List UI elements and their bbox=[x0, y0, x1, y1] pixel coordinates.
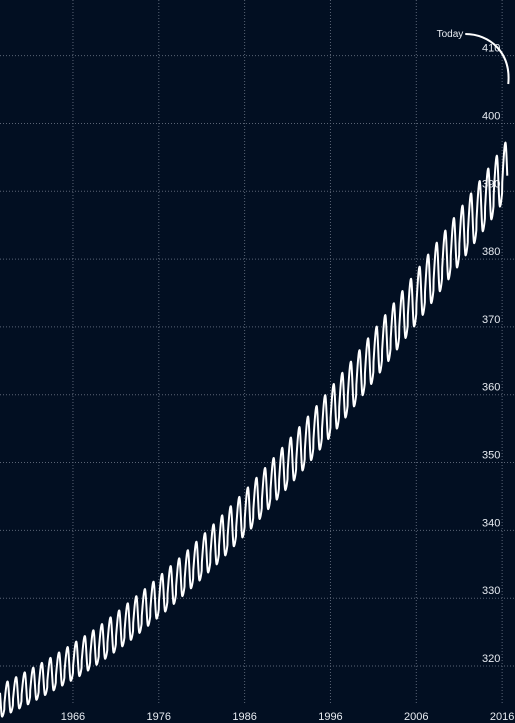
y-tick-label: 340 bbox=[482, 517, 500, 529]
y-tick-label: 330 bbox=[482, 585, 500, 597]
today-label: Today bbox=[437, 29, 464, 40]
y-tick-label: 320 bbox=[482, 653, 500, 665]
x-tick-label: 1986 bbox=[232, 711, 256, 723]
x-tick-label: 2016 bbox=[490, 711, 514, 723]
grid-lines bbox=[0, 0, 515, 703]
y-tick-label: 350 bbox=[482, 450, 500, 462]
y-tick-label: 400 bbox=[482, 110, 500, 122]
series-line bbox=[0, 141, 509, 718]
today-annotation: Today bbox=[437, 29, 510, 85]
today-arrow bbox=[465, 33, 510, 85]
x-tick-label: 1976 bbox=[147, 711, 171, 723]
y-tick-label: 380 bbox=[482, 246, 500, 258]
x-tick-label: 1966 bbox=[61, 711, 85, 723]
x-axis-ticks: 1966 1976 1986 1996 2006 2016 bbox=[61, 711, 515, 723]
y-tick-label: 360 bbox=[482, 382, 500, 394]
y-tick-label: 370 bbox=[482, 314, 500, 326]
x-tick-label: 2006 bbox=[404, 711, 428, 723]
x-tick-label: 1996 bbox=[318, 711, 342, 723]
